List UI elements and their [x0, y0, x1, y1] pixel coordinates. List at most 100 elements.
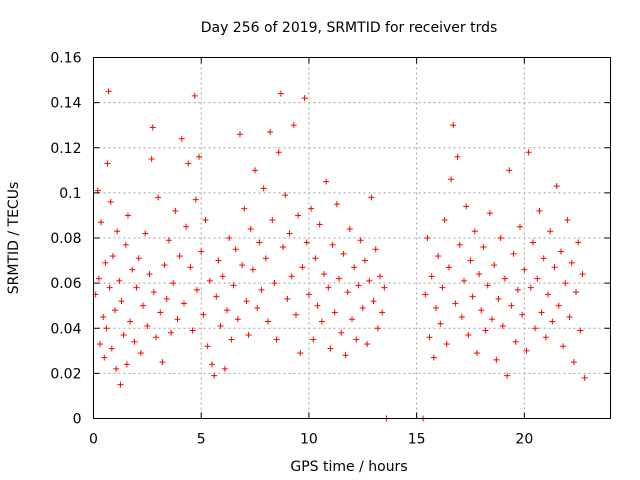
grid-layer	[93, 57, 611, 419]
data-point	[497, 235, 504, 241]
data-point	[159, 359, 166, 366]
data-point	[424, 235, 431, 241]
data-point	[452, 300, 459, 307]
data-point	[226, 235, 233, 241]
data-point	[454, 153, 461, 160]
data-point	[510, 250, 517, 257]
data-point	[318, 318, 325, 325]
data-point	[493, 356, 500, 363]
data-point	[527, 284, 534, 291]
plot-frame	[93, 57, 611, 419]
data-point	[491, 262, 498, 269]
data-point	[346, 225, 353, 232]
data-point	[359, 304, 366, 311]
y-tick-label: 0.08	[50, 231, 81, 247]
x-tick-label: 10	[300, 432, 318, 448]
data-point	[450, 122, 457, 129]
data-point	[463, 203, 470, 210]
data-point	[426, 334, 433, 341]
data-point	[275, 149, 282, 156]
data-point	[284, 295, 291, 302]
data-point	[448, 176, 455, 183]
data-point	[187, 264, 194, 271]
data-point	[264, 318, 271, 325]
data-point	[316, 221, 323, 228]
data-point	[137, 350, 144, 357]
data-point	[103, 325, 110, 332]
data-point	[180, 300, 187, 307]
data-point	[269, 216, 276, 223]
data-point	[211, 372, 218, 379]
data-point	[247, 225, 254, 232]
data-point	[215, 257, 222, 264]
data-point	[549, 318, 556, 325]
data-point	[579, 271, 586, 278]
data-point	[467, 257, 474, 264]
data-point	[570, 359, 577, 366]
data-point	[252, 167, 259, 174]
data-point	[230, 282, 237, 289]
data-point	[120, 332, 127, 339]
data-point	[163, 295, 170, 302]
data-point	[152, 334, 159, 341]
data-point	[221, 365, 228, 372]
data-point	[573, 289, 580, 296]
data-point	[98, 219, 105, 226]
data-point	[338, 329, 345, 336]
data-point	[320, 271, 327, 278]
data-point	[109, 253, 116, 260]
data-point	[129, 266, 136, 273]
data-point	[117, 381, 124, 388]
data-point	[219, 273, 226, 280]
y-tick-label: 0.1	[59, 186, 81, 202]
data-point	[131, 338, 138, 345]
data-point	[208, 361, 215, 368]
data-point	[458, 313, 465, 320]
data-point	[234, 316, 241, 323]
data-point	[176, 253, 183, 260]
data-point	[439, 284, 446, 291]
data-point	[168, 329, 175, 336]
y-tick-label: 0.04	[50, 321, 81, 337]
data-point	[105, 88, 112, 95]
data-point	[96, 341, 103, 348]
data-point	[523, 347, 530, 354]
data-point	[95, 275, 102, 282]
data-point	[355, 282, 362, 289]
data-point	[161, 262, 168, 269]
data-point	[560, 343, 567, 350]
data-point	[172, 207, 179, 214]
x-tick-label: 0	[89, 432, 98, 448]
data-point	[282, 192, 289, 199]
data-point	[236, 131, 243, 138]
data-point	[191, 92, 198, 99]
data-point	[297, 350, 304, 357]
data-point	[150, 289, 157, 296]
data-point	[441, 216, 448, 223]
data-point	[213, 293, 220, 300]
data-point	[370, 298, 377, 305]
data-point	[198, 248, 205, 255]
data-point	[551, 264, 558, 271]
data-point	[557, 248, 564, 255]
data-point	[217, 322, 224, 329]
data-point	[112, 307, 119, 314]
data-point	[224, 307, 231, 314]
data-point	[553, 183, 560, 190]
data-point	[536, 207, 543, 214]
data-point	[374, 325, 381, 332]
data-point	[499, 322, 506, 329]
data-point	[189, 327, 196, 334]
data-point	[351, 264, 358, 271]
data-point	[519, 311, 526, 318]
data-point	[239, 262, 246, 269]
data-point	[581, 374, 588, 381]
data-point	[258, 286, 265, 293]
data-point	[193, 286, 200, 293]
data-point	[566, 313, 573, 320]
data-point	[206, 277, 213, 284]
data-point	[372, 246, 379, 253]
data-point	[192, 196, 199, 203]
data-point	[149, 124, 156, 131]
